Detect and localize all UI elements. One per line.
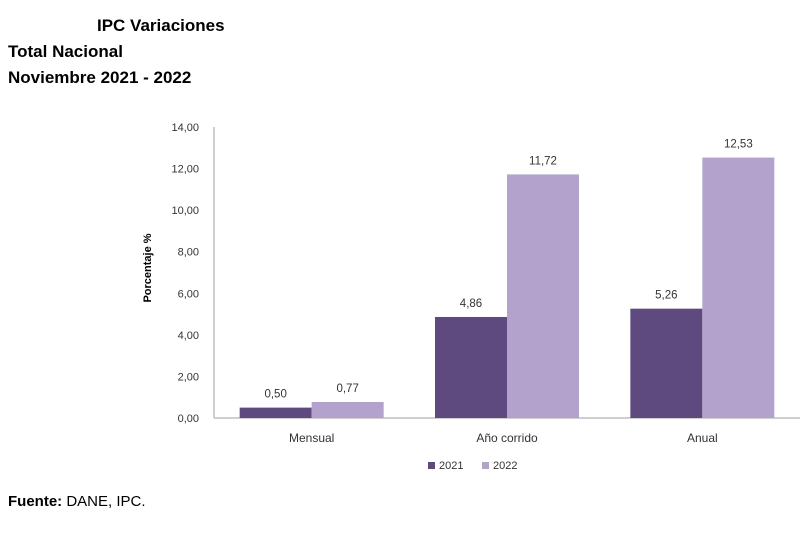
y-tick-label: 4,00: [178, 330, 199, 342]
data-label: 4,86: [460, 298, 482, 310]
bar-2022: [507, 174, 579, 418]
legend-swatch-2021: [428, 462, 435, 469]
x-tick-label: Anual: [687, 431, 718, 445]
source-note: Fuente: DANE, IPC.: [8, 493, 146, 510]
y-tick-label: 6,00: [178, 288, 199, 300]
legend-label: 2022: [493, 460, 517, 472]
y-tick-label: 14,00: [171, 122, 199, 134]
y-tick-label: 0,00: [178, 413, 199, 425]
x-tick-label: Año corrido: [476, 431, 538, 445]
chart-title: IPC Variaciones: [97, 16, 225, 35]
data-label: 0,50: [264, 389, 286, 401]
chart-subtitle-period: Noviembre 2021 - 2022: [8, 68, 192, 87]
chart-subtitle-region: Total Nacional: [8, 42, 123, 61]
data-label: 0,77: [336, 383, 358, 395]
y-tick-label: 8,00: [178, 247, 199, 259]
legend-label: 2021: [439, 460, 463, 472]
x-tick-label: Mensual: [289, 431, 334, 445]
bar-2022: [702, 157, 775, 418]
bar-2021: [239, 407, 312, 418]
y-tick-label: 10,00: [171, 205, 199, 217]
legend-swatch-2022: [482, 462, 489, 469]
y-tick-label: 2,00: [178, 371, 199, 383]
source-text: DANE, IPC.: [62, 493, 146, 510]
data-label: 5,26: [655, 290, 677, 302]
data-label: 11,72: [529, 155, 557, 167]
bar-2022: [311, 401, 384, 418]
bar-2021: [435, 316, 507, 418]
bar-2021: [630, 308, 703, 418]
y-tick-label: 12,00: [171, 164, 199, 176]
y-axis-label: Porcentaje %: [142, 233, 154, 302]
data-label: 12,53: [724, 139, 753, 151]
source-label: Fuente:: [8, 493, 63, 510]
